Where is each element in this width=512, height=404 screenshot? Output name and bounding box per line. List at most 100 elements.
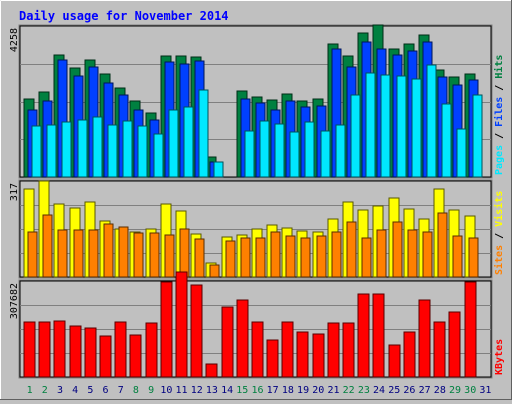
bar-sites-day-10 <box>164 234 175 278</box>
y-max-label: 317 <box>9 183 20 201</box>
bar-pages-day-18 <box>289 131 300 178</box>
bar-kbytes-day-10 <box>160 281 173 378</box>
x-tick-label-day-2: 2 <box>42 385 48 396</box>
x-tick-label-day-14: 14 <box>221 385 233 396</box>
bar-sites-day-21 <box>331 231 342 278</box>
bar-sites-day-13 <box>209 264 220 278</box>
bar-pages-day-29 <box>456 128 467 178</box>
bar-sites-day-14 <box>225 240 236 278</box>
x-tick-label-day-16: 16 <box>251 385 263 396</box>
bar-sites-day-24 <box>376 229 387 278</box>
legend-separator: / <box>494 79 505 97</box>
x-tick-label-day-7: 7 <box>118 385 124 396</box>
bar-pages-day-2 <box>46 124 57 178</box>
bar-pages-day-7 <box>122 120 133 178</box>
bar-pages-day-11 <box>183 106 194 178</box>
panel-border <box>18 24 493 179</box>
bar-kbytes-day-16 <box>251 321 264 378</box>
bar-sites-day-30 <box>468 237 479 278</box>
bar-pages-day-30 <box>472 94 483 178</box>
panel-kbytes: 307682 KBytes <box>9 271 505 379</box>
bar-sites-day-16 <box>255 237 266 278</box>
bar-kbytes-day-11 <box>175 271 188 378</box>
bar-kbytes-day-28 <box>433 321 446 378</box>
bar-kbytes-day-29 <box>448 311 461 378</box>
bar-sites-day-6 <box>103 223 114 278</box>
bar-sites-day-8 <box>133 232 144 278</box>
bar-pages-day-21 <box>335 124 346 178</box>
bar-pages-day-15 <box>244 130 255 178</box>
legend-visits: Visits <box>493 191 505 227</box>
bar-kbytes-day-18 <box>281 321 294 378</box>
bar-pages-day-4 <box>77 119 88 178</box>
x-axis-labels: 1 2 3 4 5 6 7 8 9 10 11 12 13 14 15 16 17 18 19 20 21 22 23 24 2… <box>27 385 492 396</box>
x-tick-label-day-10: 10 <box>160 385 172 396</box>
bar-pages-day-8 <box>137 125 148 178</box>
bar-sites-day-19 <box>300 237 311 278</box>
bar-kbytes-day-8 <box>129 334 142 378</box>
bar-kbytes-day-6 <box>99 335 112 378</box>
bar-pages-day-25 <box>396 75 407 178</box>
bar-sites-day-5 <box>88 229 99 278</box>
x-tick-label-day-3: 3 <box>57 385 63 396</box>
bar-sites-day-23 <box>361 237 372 278</box>
bar-kbytes-day-24 <box>372 293 385 378</box>
bar-pages-day-3 <box>61 121 72 178</box>
panel-legend: Sites / Visits <box>493 191 505 275</box>
panel-legend: Pages / Files / Hits <box>493 55 505 175</box>
bar-kbytes-day-1 <box>23 321 36 378</box>
bar-sites-day-22 <box>346 221 357 278</box>
panel-legend: KBytes <box>494 339 505 375</box>
bar-kbytes-day-3 <box>53 320 66 378</box>
x-tick-label-day-9: 9 <box>148 385 154 396</box>
x-tick-label-day-20: 20 <box>312 385 324 396</box>
bar-pages-day-19 <box>304 121 315 178</box>
x-tick-label-day-19: 19 <box>297 385 309 396</box>
bar-pages-day-22 <box>350 94 361 178</box>
bar-kbytes-day-15 <box>236 299 249 378</box>
x-tick-label-day-28: 28 <box>434 385 446 396</box>
x-tick-label-day-26: 26 <box>403 385 415 396</box>
bar-pages-day-28 <box>441 103 452 178</box>
bar-sites-day-27 <box>422 231 433 278</box>
bar-pages-day-10 <box>168 109 179 178</box>
bar-sites-day-1 <box>27 231 38 278</box>
bar-sites-day-3 <box>57 229 68 278</box>
bar-kbytes-day-9 <box>145 322 158 378</box>
y-max-label: 307682 <box>9 283 20 319</box>
bar-kbytes-day-2 <box>38 321 51 378</box>
bar-sites-day-11 <box>179 228 190 278</box>
panel-visits_sites: 317 Sites / Visits <box>9 179 505 279</box>
bar-kbytes-day-26 <box>403 331 416 378</box>
bar-kbytes-day-19 <box>296 331 309 378</box>
bar-pages-day-23 <box>365 72 376 178</box>
panel-hits_files_pages: 4258 Pages / Files / Hits <box>9 24 505 179</box>
bar-kbytes-day-22 <box>342 322 355 378</box>
x-tick-label-day-5: 5 <box>87 385 93 396</box>
x-tick-label-day-11: 11 <box>176 385 188 396</box>
bar-sites-day-9 <box>149 232 160 278</box>
bar-pages-day-16 <box>259 120 270 178</box>
x-tick-label-day-27: 27 <box>419 385 431 396</box>
bar-sites-day-17 <box>270 231 281 278</box>
x-tick-label-day-25: 25 <box>388 385 400 396</box>
bar-sites-day-20 <box>316 235 327 278</box>
bar-sites-day-7 <box>118 226 129 278</box>
legend-files: Files <box>493 97 505 127</box>
bar-kbytes-day-12 <box>190 284 203 378</box>
x-tick-label-day-31: 31 <box>479 385 491 396</box>
x-tick-label-day-15: 15 <box>236 385 248 396</box>
x-tick-label-day-22: 22 <box>343 385 355 396</box>
bar-pages-day-12 <box>198 89 209 178</box>
bar-pages-day-5 <box>92 116 103 178</box>
bar-sites-day-26 <box>407 229 418 278</box>
panel-border <box>18 279 493 379</box>
x-tick-label-day-23: 23 <box>358 385 370 396</box>
bar-pages-day-26 <box>411 78 422 178</box>
bar-pages-day-6 <box>107 124 118 178</box>
bar-kbytes-day-21 <box>327 322 340 378</box>
x-tick-label-day-18: 18 <box>282 385 294 396</box>
x-tick-label-day-30: 30 <box>464 385 476 396</box>
